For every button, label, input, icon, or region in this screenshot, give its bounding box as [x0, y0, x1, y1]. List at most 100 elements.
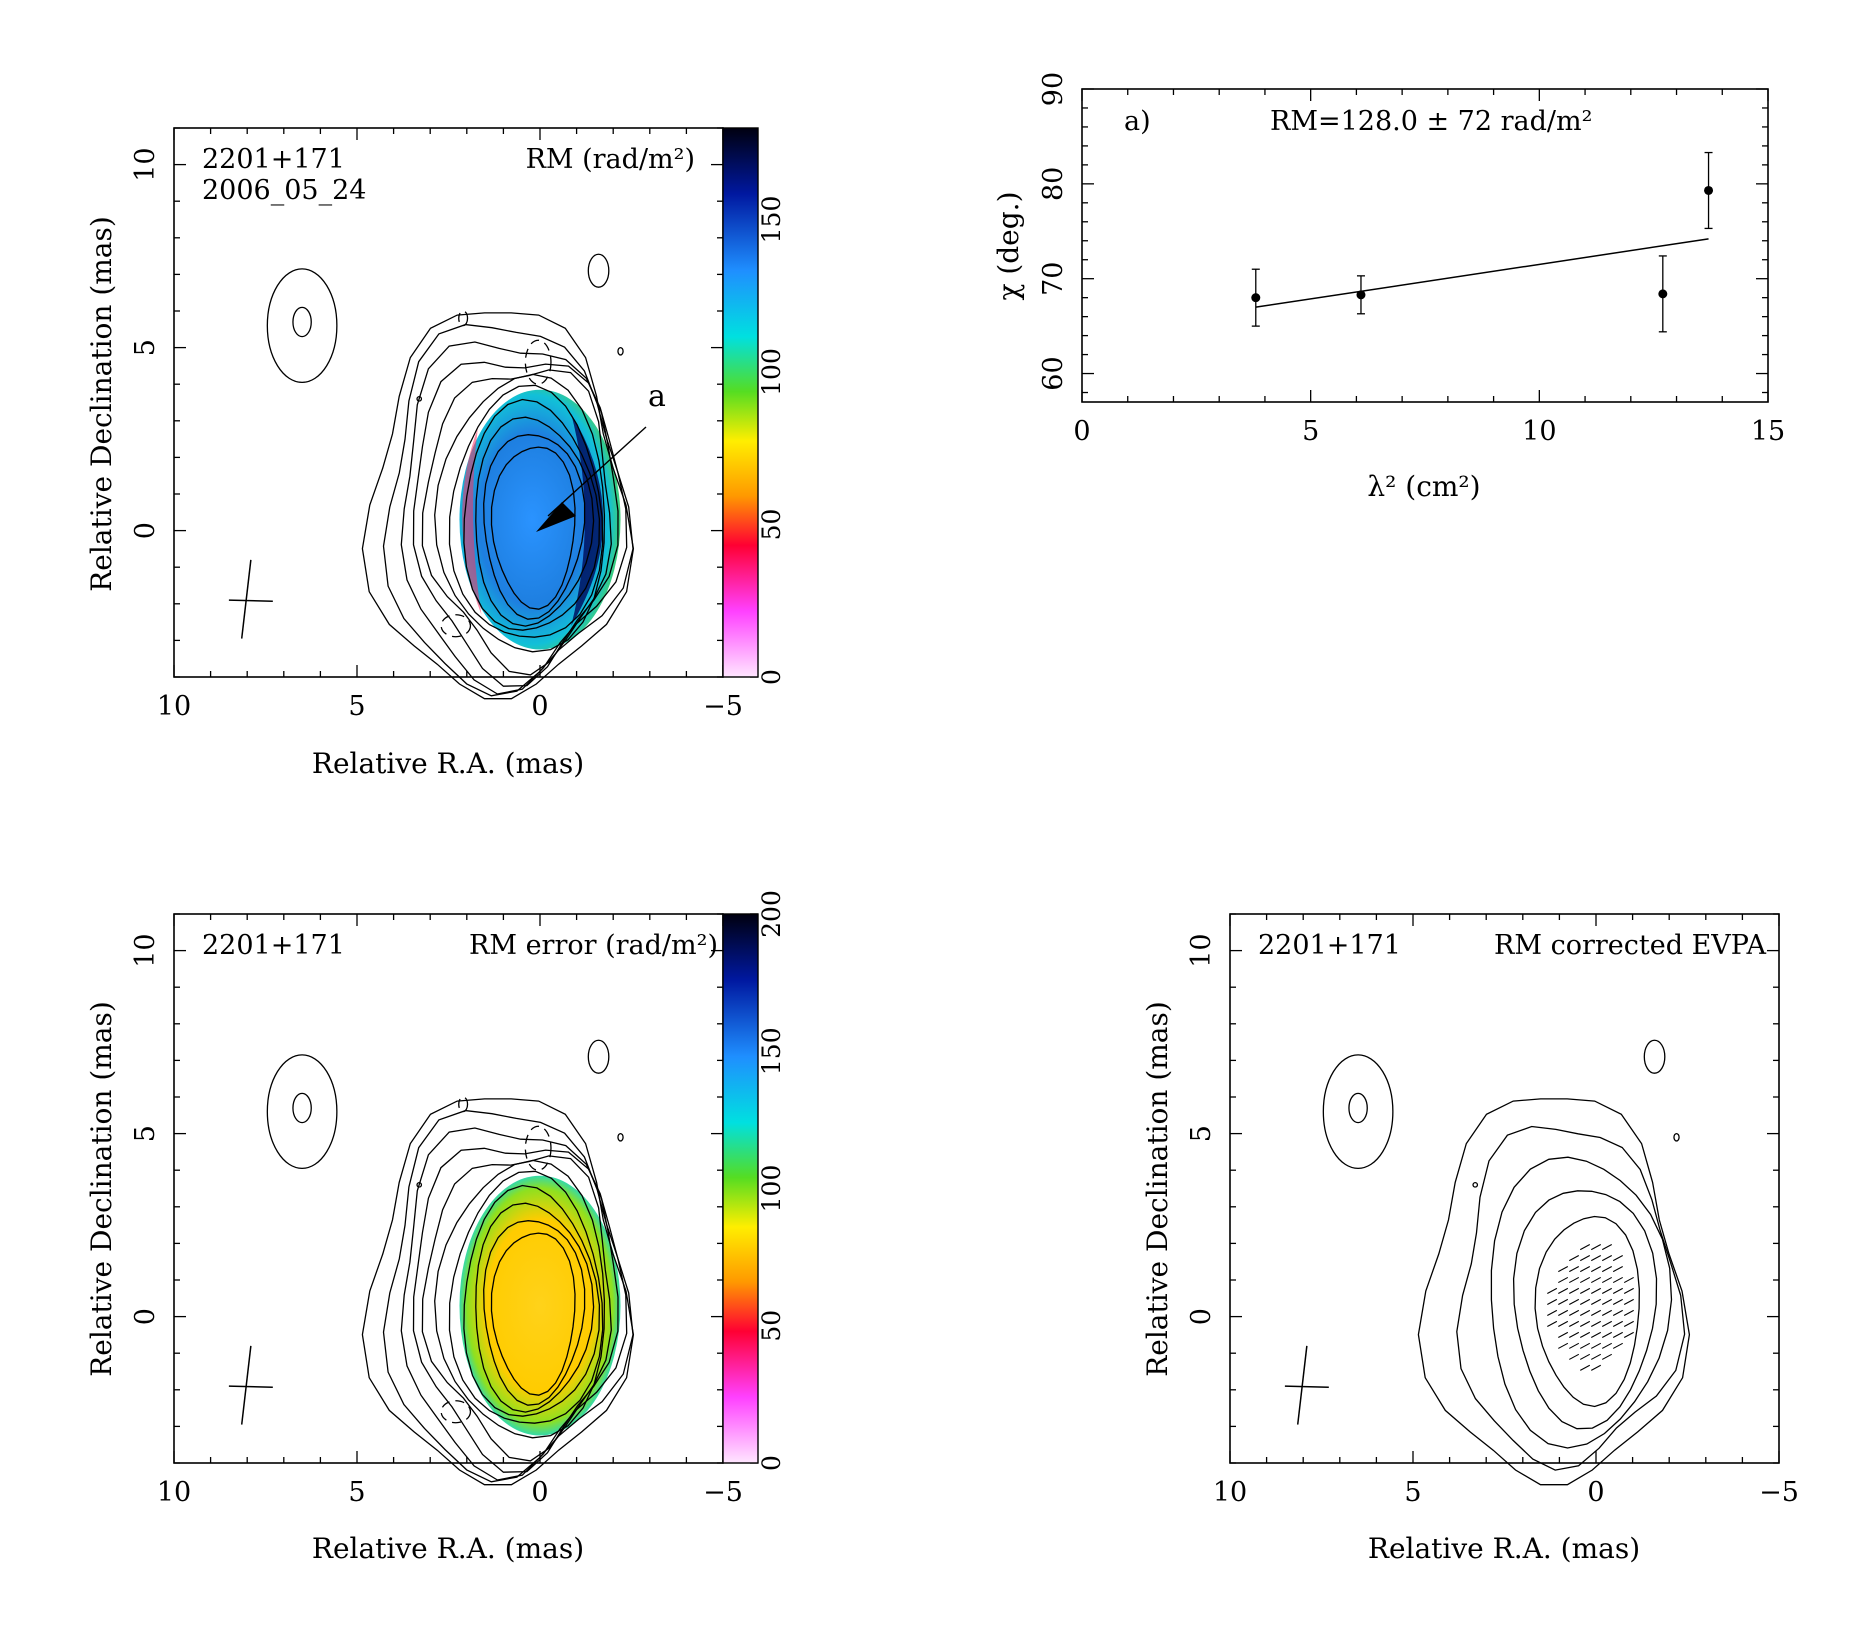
evpa-vector	[1590, 1276, 1602, 1284]
x-tick-label: 0	[1587, 1477, 1604, 1508]
evpa-vector	[1569, 1287, 1580, 1295]
evpa-vector	[1558, 1342, 1569, 1349]
y-tick-label: 90	[1038, 72, 1069, 106]
evpa-vector	[1558, 1276, 1569, 1284]
evpa-vector	[1580, 1320, 1591, 1327]
evpa-vector	[1558, 1287, 1569, 1295]
intensity-contour	[1456, 1125, 1686, 1471]
evpa-vector	[1558, 1298, 1569, 1306]
intensity-contour	[361, 1098, 635, 1486]
y-tick-label: 80	[1038, 167, 1069, 201]
colorbar-tick-label: 150	[757, 1027, 786, 1075]
rm-error-map-source: 2201+171	[202, 930, 345, 961]
intensity-contour	[421, 1155, 612, 1462]
evpa-vector	[1580, 1265, 1591, 1273]
evpa-vector	[1612, 1342, 1623, 1349]
evpa-vector	[1569, 1353, 1580, 1360]
evpa-vector	[1601, 1265, 1612, 1273]
y-tick-label: 5	[1186, 1125, 1217, 1142]
color-region-edge	[462, 428, 482, 615]
evpa-vector	[1569, 1331, 1580, 1338]
evpa-vector	[1590, 1254, 1602, 1262]
intensity-contour	[434, 373, 606, 653]
evpa-vector	[1590, 1331, 1602, 1338]
colorbar-tick-label: 150	[757, 196, 786, 244]
beam-cross	[228, 599, 273, 602]
colorbar-tick-label: 200	[757, 890, 786, 938]
evpa-vector	[1558, 1265, 1569, 1273]
evpa-vector	[1601, 1331, 1612, 1338]
evpa-map-ticks	[1229, 913, 1780, 1464]
intensity-contour	[483, 1220, 586, 1406]
color-region	[459, 1175, 621, 1436]
intensity-contour	[400, 341, 628, 695]
beam-cross	[1296, 1345, 1308, 1425]
rm-map-epoch: 2006_05_24	[202, 175, 366, 206]
evpa-vector	[1580, 1353, 1591, 1360]
evpa-vector	[1580, 1331, 1591, 1338]
y-tick-label: 60	[1038, 356, 1069, 390]
intensity-contour	[421, 369, 612, 676]
evpa-vector	[1590, 1309, 1602, 1316]
y-tick-label: 0	[130, 1308, 161, 1325]
evpa-vector	[1590, 1265, 1602, 1273]
y-tick-label: 5	[130, 1125, 161, 1142]
evpa-vector	[1580, 1244, 1591, 1251]
evpa-vector	[1601, 1320, 1612, 1327]
y-tick-label: 5	[130, 339, 161, 356]
evpa-vector	[1558, 1331, 1569, 1338]
color-region-edge	[571, 413, 604, 626]
x-tick-label: 5	[1302, 416, 1319, 447]
evpa-vector	[1601, 1244, 1612, 1251]
rm-fit-frame	[1081, 88, 1769, 403]
rm-map-xlabel: Relative R.A. (mas)	[312, 747, 584, 780]
rm-map-title: RM (rad/m²)	[526, 144, 695, 175]
x-tick-label: 15	[1751, 416, 1785, 447]
negative-contour	[458, 310, 469, 327]
rm-map-panel: 2201+171 2006_05_24 RM (rad/m²) a 050100…	[85, 127, 786, 780]
beam-cross	[228, 1385, 273, 1388]
evpa-vector	[1569, 1265, 1580, 1273]
evpa-vector	[1547, 1309, 1558, 1316]
evpa-vector	[1612, 1331, 1623, 1338]
outer-contour	[416, 395, 423, 402]
evpa-vector	[1569, 1276, 1580, 1284]
colorbar-tick-label: 0	[757, 669, 786, 685]
colorbar-tick-label: 50	[757, 1310, 786, 1342]
evpa-vector	[1612, 1265, 1623, 1273]
evpa-vector	[1612, 1298, 1623, 1306]
evpa-vector	[1547, 1287, 1558, 1295]
rm-error-map-xlabel: Relative R.A. (mas)	[312, 1532, 584, 1565]
x-tick-label: 10	[1213, 1477, 1247, 1508]
outer-contour	[292, 306, 312, 338]
rm-error-map-frame	[173, 913, 724, 1464]
rm-fit-annotation: RM=128.0 ± 72 rad/m²	[1270, 106, 1592, 137]
evpa-vector	[1601, 1309, 1612, 1316]
rm-map-body	[228, 253, 635, 700]
rm-error-colorbar-labels: 0 50 100 150 200	[757, 890, 786, 1471]
intensity-contour	[412, 1147, 619, 1473]
outer-contour	[587, 1039, 610, 1074]
evpa-vector	[1580, 1364, 1591, 1371]
intensity-contour	[463, 398, 601, 631]
rm-map-yticklabels: 0 5 10	[130, 147, 161, 539]
rm-fit-yticklabels: 60 70 80 90	[1038, 72, 1069, 391]
evpa-vector	[1612, 1320, 1623, 1327]
intensity-contour	[483, 434, 586, 620]
rm-error-map-body	[228, 1039, 635, 1486]
rm-error-map-yticklabels: 0 5 10	[130, 933, 161, 1325]
evpa-vector	[1569, 1298, 1580, 1306]
rm-map-arrow	[536, 426, 647, 532]
evpa-vector	[1623, 1309, 1634, 1316]
y-tick-label: 0	[130, 522, 161, 539]
rm-fit-marks	[1251, 151, 1714, 333]
outer-contour	[416, 1181, 423, 1188]
rm-map-annotation: a	[648, 379, 666, 414]
evpa-vector	[1601, 1342, 1612, 1349]
outer-contour	[617, 346, 624, 356]
evpa-map-title: RM corrected EVPA	[1494, 930, 1766, 961]
intensity-contour	[448, 1170, 604, 1424]
intensity-contour	[475, 1202, 595, 1413]
rm-error-map-title: RM error (rad/m²)	[469, 930, 718, 961]
